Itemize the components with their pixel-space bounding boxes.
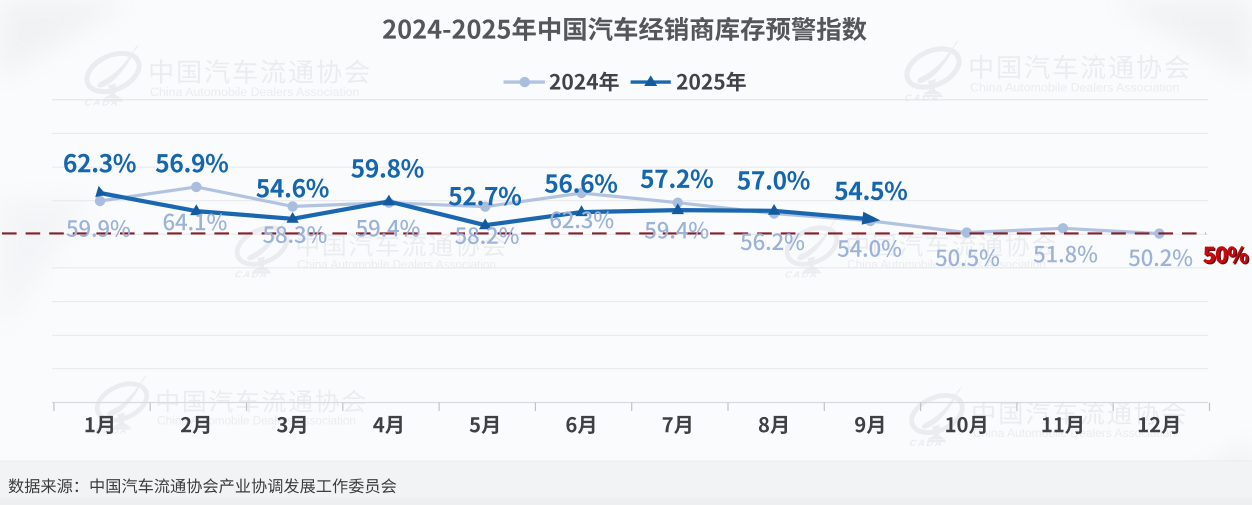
svg-text:China Automobile Dealers Assoc: China Automobile Dealers Association [297, 258, 496, 271]
svg-text:China Automobile Dealers Assoc: China Automobile Dealers Association [150, 85, 359, 99]
svg-text:China Automobile Dealers Assoc: China Automobile Dealers Association [970, 81, 1179, 95]
svg-text:CADA: CADA [784, 269, 820, 279]
svg-text:CADA: CADA [83, 98, 121, 109]
svg-text:China Automobile Dealers Assoc: China Automobile Dealers Association [847, 258, 1046, 271]
svg-text:CADA: CADA [903, 93, 941, 104]
svg-text:CADA: CADA [234, 269, 270, 279]
svg-text:China Automobile Dealers Assoc: China Automobile Dealers Association [973, 426, 1176, 440]
svg-text:CADA: CADA [908, 438, 944, 448]
